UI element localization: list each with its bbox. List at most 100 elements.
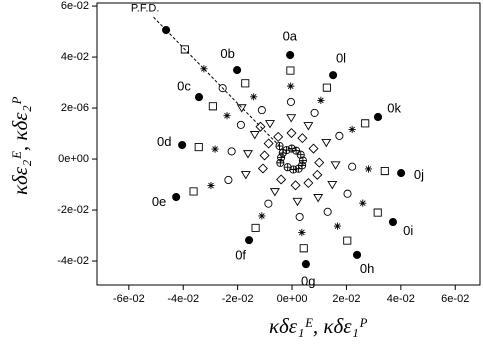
marker	[352, 250, 362, 259]
marker	[327, 181, 338, 190]
series-label: 0h	[360, 261, 374, 276]
marker	[286, 50, 295, 60]
series-label: 0k	[387, 100, 401, 115]
marker	[241, 79, 250, 88]
marker	[172, 192, 181, 202]
marker	[314, 157, 325, 168]
series-label: 0a	[283, 28, 298, 43]
series-label: P.F.D.	[131, 2, 160, 14]
series-label: 0e	[152, 194, 166, 209]
marker	[251, 223, 260, 232]
x-tick-label: -6e-02	[113, 293, 145, 305]
marker	[211, 145, 219, 153]
x-axis-title: κδε₁ᴱ, κδε₁ᴾ	[269, 314, 368, 338]
marker	[287, 82, 295, 90]
series-label: 0j	[414, 167, 424, 182]
marker	[276, 174, 287, 185]
marker	[257, 163, 268, 174]
marker	[310, 108, 319, 117]
marker	[162, 25, 171, 35]
marker	[287, 144, 296, 153]
marker	[308, 143, 319, 154]
marker	[233, 66, 242, 75]
marker	[245, 236, 254, 245]
marker	[298, 161, 307, 170]
marker	[343, 189, 352, 198]
marker	[227, 147, 236, 156]
marker	[278, 148, 287, 157]
marker	[292, 197, 303, 207]
marker	[373, 112, 383, 122]
y-tick-label: -4e-02	[57, 255, 89, 267]
marker	[348, 162, 357, 171]
marker	[259, 150, 270, 161]
marker	[273, 131, 284, 142]
x-tick-label: -4e-02	[167, 293, 199, 305]
marker	[380, 166, 389, 176]
marker	[264, 199, 273, 208]
marker	[194, 93, 204, 102]
marker	[189, 187, 198, 196]
series-label: 0c	[177, 79, 191, 94]
marker	[180, 45, 189, 54]
marker	[286, 97, 295, 106]
marker	[236, 104, 247, 113]
pointer-arrow	[151, 15, 167, 31]
marker	[286, 127, 297, 139]
marker	[277, 153, 286, 162]
marker	[236, 120, 245, 129]
marker	[207, 181, 215, 190]
marker	[361, 119, 370, 128]
marker	[297, 133, 308, 144]
marker	[303, 177, 314, 189]
marker	[257, 106, 266, 115]
series-label: 0g	[301, 273, 315, 288]
marker	[224, 175, 233, 184]
marker	[295, 212, 304, 221]
y-tick-label: 2e-06	[61, 102, 89, 114]
series-label: 0d	[157, 134, 171, 149]
marker	[321, 138, 332, 148]
marker	[388, 217, 398, 227]
series-label: 0l	[336, 50, 346, 65]
marker	[276, 158, 285, 167]
plot-frame	[96, 2, 481, 286]
marker	[200, 65, 208, 73]
marker	[335, 131, 344, 140]
marker	[275, 141, 284, 151]
marker	[263, 138, 274, 149]
y-tick-label: 4e-02	[61, 51, 89, 63]
marker	[289, 165, 298, 174]
marker	[265, 120, 275, 129]
marker	[178, 140, 187, 150]
marker	[348, 125, 356, 134]
marker	[218, 84, 227, 93]
marker	[250, 93, 258, 101]
marker	[249, 131, 260, 140]
y-tick-label: -2e-02	[57, 204, 89, 216]
marker	[194, 143, 203, 152]
y-tick-label: 6e-02	[61, 0, 89, 12]
series-label: 0i	[403, 223, 413, 238]
marker	[223, 112, 231, 120]
marker	[330, 161, 341, 170]
marker	[303, 122, 314, 131]
fit-line	[165, 29, 280, 147]
marker	[292, 146, 301, 155]
marker	[301, 260, 310, 269]
marker	[322, 83, 331, 92]
marker	[313, 194, 324, 203]
x-tick-label: -2e-02	[222, 293, 254, 305]
marker	[373, 208, 382, 217]
marker	[343, 236, 352, 245]
marker	[286, 66, 295, 75]
marker	[269, 188, 280, 197]
x-tick-label: 0e+00	[277, 293, 308, 305]
marker	[329, 71, 338, 80]
marker	[240, 171, 251, 180]
marker	[255, 121, 266, 132]
marker	[333, 222, 342, 230]
marker	[312, 169, 323, 180]
